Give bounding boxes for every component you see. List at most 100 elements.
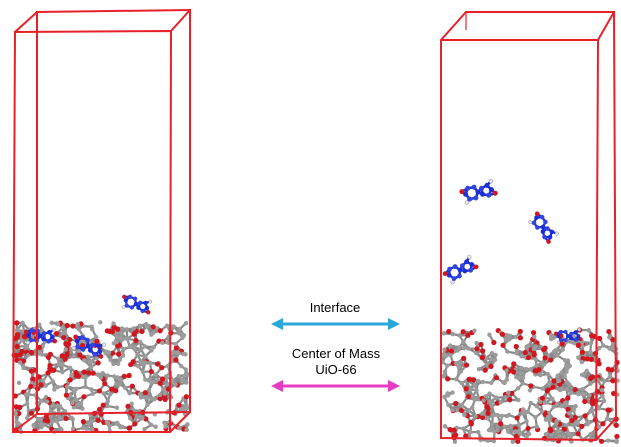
carbon-atom [523,409,528,415]
carbon-atom [562,373,567,379]
carbon-atom [519,365,524,371]
carbon-atom [473,413,478,419]
oxygen-atom [49,367,55,373]
carbon-atom [601,343,606,348]
uio66-label: UiO-66 [315,362,356,377]
carbon-atom [151,345,156,350]
oxygen-atom [466,376,472,382]
carbon-atom [114,405,120,410]
carbon-atom [89,387,94,392]
oxygen-atom [569,417,575,424]
carbon-atom [143,377,148,382]
carbon-atom [49,320,54,326]
carbon-atom [52,387,57,392]
carbon-atom [533,356,538,362]
oxygen-atom [582,398,588,405]
oxygen-atom [28,410,34,416]
oxygen-atom [525,425,531,432]
adsorbate-molecule [442,254,479,285]
carbon-atom [466,346,471,351]
oxygen-atom [522,349,528,356]
oxygen-atom [482,367,488,373]
oxygen-atom [530,329,537,336]
carbon-atom [492,357,498,363]
oxygen-atom [64,322,70,329]
carbon-atom [534,403,540,409]
carbon-atom [118,377,123,382]
carbon-atom [454,376,459,382]
oxygen-atom [148,368,154,375]
carbon-atom [551,335,556,340]
carbon-atom [589,409,595,414]
carbon-atom [457,333,462,338]
carbon-atom [499,413,505,419]
right-framework-slab [440,327,620,445]
oxygen-atom [561,426,568,432]
oxygen-atom [499,331,506,337]
interface-arrow [271,318,400,330]
oxygen-atom [113,388,119,394]
carbon-atom [568,433,574,439]
carbon-atom [446,402,451,408]
oxygen-atom [507,397,513,403]
carbon-atom [455,348,460,353]
carbon-atom [164,374,169,379]
carbon-atom [129,401,134,406]
carbon-atom [76,348,82,353]
carbon-atom [542,400,548,406]
carbon-atom [481,398,486,403]
carbon-atom [525,343,531,349]
carbon-atom [559,403,565,409]
oxygen-atom [515,438,521,445]
oxygen-atom [579,423,585,429]
carbon-atom [138,395,144,400]
carbon-atom [80,406,85,411]
carbon-atom [31,422,36,428]
oxygen-atom [513,433,519,440]
carbon-atom [105,399,110,404]
carbon-atom [124,336,130,341]
carbon-atom [514,348,520,353]
oxygen-atom [466,394,472,400]
carbon-atom [184,380,189,385]
oxygen-atom [132,421,138,427]
oxygen-atom [447,427,453,433]
oxygen-atom [453,400,459,407]
carbon-atom [575,390,581,396]
carbon-atom [545,371,551,377]
carbon-atom [25,401,30,406]
carbon-atom [539,360,545,366]
carbon-atom [59,427,64,432]
carbon-atom [140,416,145,421]
carbon-atom [601,398,607,404]
carbon-atom [89,419,94,424]
oxygen-atom [43,413,50,419]
carbon-atom [37,322,42,327]
carbon-atom [492,412,497,417]
carbon-atom [160,340,165,345]
carbon-atom [459,380,464,386]
carbon-atom [493,352,498,358]
carbon-atom [76,326,82,332]
carbon-atom [506,390,511,395]
carbon-atom [74,386,79,392]
carbon-atom [184,427,189,433]
carbon-atom [143,395,148,400]
oxygen-atom [451,427,457,433]
adsorbate-molecule [71,334,107,359]
carbon-atom [495,428,500,433]
carbon-atom [476,366,482,372]
carbon-atom [461,426,466,431]
oxygen-atom [528,383,534,389]
carbon-atom [602,378,607,384]
oxygen-atom [479,354,485,361]
carbon-atom [144,324,150,329]
oxygen-atom [458,407,465,414]
carbon-atom [117,382,123,387]
oxygen-atom [129,383,135,389]
oxygen-atom [42,417,48,424]
carbon-atom [24,344,30,350]
carbon-atom [442,394,447,400]
oxygen-atom [584,356,591,362]
